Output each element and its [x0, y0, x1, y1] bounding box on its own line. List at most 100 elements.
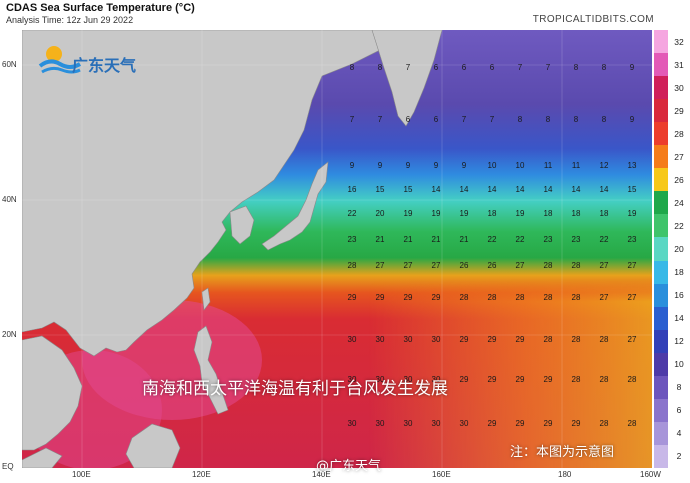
sst-value: 22	[600, 235, 609, 244]
colorbar-label: 29	[674, 105, 684, 116]
sst-value: 29	[516, 375, 525, 384]
colorbar-label: 28	[674, 128, 684, 139]
colorbar-segment	[654, 168, 668, 192]
sst-value: 23	[572, 235, 581, 244]
sst-value: 19	[460, 209, 469, 218]
sst-value: 27	[600, 293, 609, 302]
colorbar-label: 2	[676, 451, 682, 462]
colorbar-segment	[654, 283, 668, 308]
colorbar-label: 31	[674, 59, 684, 70]
sst-value: 29	[488, 375, 497, 384]
sst-value: 7	[518, 63, 523, 72]
sst-value: 14	[488, 185, 497, 194]
sst-value: 19	[404, 209, 413, 218]
sst-value: 28	[488, 293, 497, 302]
colorbar-segment	[654, 237, 668, 262]
sst-value: 9	[434, 161, 439, 170]
sst-value: 16	[348, 185, 357, 194]
sst-value: 29	[432, 293, 441, 302]
colorbar-segment	[654, 214, 668, 238]
sst-value: 14	[600, 185, 609, 194]
sst-value: 18	[544, 209, 553, 218]
sst-value: 28	[600, 335, 609, 344]
sst-value: 20	[376, 209, 385, 218]
sst-value: 27	[628, 293, 637, 302]
sst-value-labels: 8 8 7 6 6 6 7 7 8 8 9 7 7 6 6 7 7 8 8 8 8 9 9 9 9 9 9 10 10 11 11 12 13 1…	[348, 63, 637, 428]
sst-value: 9	[350, 161, 355, 170]
sst-value: 27	[404, 261, 413, 270]
sst-value: 7	[490, 115, 495, 124]
colorbar-label: 6	[676, 405, 682, 416]
korean-peninsula	[229, 205, 255, 245]
sst-value: 19	[516, 209, 525, 218]
indochina-coast	[22, 335, 83, 451]
sst-value: 15	[628, 185, 637, 194]
sst-value: 27	[376, 261, 385, 270]
sst-value: 15	[376, 185, 385, 194]
sst-value: 10	[516, 161, 525, 170]
graticule	[22, 30, 652, 468]
sst-value: 30	[432, 419, 441, 428]
wave-icon	[38, 59, 82, 69]
weibo-watermark: @广东天气	[316, 459, 382, 474]
analysis-time: Analysis Time: 12z Jun 29 2022	[6, 15, 134, 25]
sst-value: 27	[516, 261, 525, 270]
colorbar-label: 27	[674, 151, 684, 162]
colorbar-segment	[654, 76, 668, 100]
colorbar-segment	[654, 191, 668, 215]
sun-icon	[46, 46, 62, 62]
colorbar-segment	[654, 375, 668, 400]
sst-value: 14	[572, 185, 581, 194]
sst-value: 26	[488, 261, 497, 270]
lon-label-160w: 160W	[640, 470, 661, 479]
lon-label-160e: 160E	[432, 470, 451, 479]
sst-value: 30	[432, 375, 441, 384]
sst-value: 30	[376, 419, 385, 428]
sst-value: 14	[544, 185, 553, 194]
colorbar	[654, 30, 668, 469]
sst-value: 27	[628, 335, 637, 344]
sst-value: 28	[600, 375, 609, 384]
colorbar-label: 24	[674, 197, 684, 208]
sst-value: 19	[432, 209, 441, 218]
sst-value: 29	[544, 419, 553, 428]
sst-value: 7	[378, 115, 383, 124]
colorbar-segment	[654, 398, 668, 423]
sst-value: 6	[434, 63, 439, 72]
sst-value: 19	[628, 209, 637, 218]
sst-value: 22	[348, 209, 357, 218]
lon-label-100e: 100E	[72, 470, 91, 479]
sst-value: 29	[376, 293, 385, 302]
source-credit: TROPICALTIDBITS.COM	[532, 14, 654, 25]
colorbar-segment	[654, 30, 668, 54]
colorbar-label: 32	[674, 36, 684, 47]
colorbar-label: 22	[674, 220, 684, 231]
sst-value: 30	[404, 419, 413, 428]
sst-value: 8	[546, 115, 551, 124]
sst-value: 14	[432, 185, 441, 194]
lat-label-20n: 20N	[2, 330, 17, 339]
sst-value: 7	[406, 63, 411, 72]
lat-label-eq: EQ	[2, 462, 14, 471]
sst-value: 12	[600, 161, 609, 170]
sst-value: 6	[434, 115, 439, 124]
sst-value: 9	[406, 161, 411, 170]
kamchatka-peninsula	[371, 30, 443, 127]
sst-value: 28	[348, 261, 357, 270]
sst-value: 28	[544, 293, 553, 302]
sst-value: 30	[376, 335, 385, 344]
japan-islands	[261, 161, 329, 251]
sst-value: 8	[574, 115, 579, 124]
sst-value: 22	[488, 235, 497, 244]
sst-value: 18	[572, 209, 581, 218]
sst-value: 8	[350, 63, 355, 72]
sst-value: 7	[462, 115, 467, 124]
sst-value: 8	[602, 115, 607, 124]
sst-value: 28	[544, 261, 553, 270]
colorbar-segment	[654, 352, 668, 377]
sst-value: 27	[432, 261, 441, 270]
colorbar-label: 20	[674, 244, 684, 254]
colorbar-label: 10	[674, 359, 684, 370]
sst-value: 29	[488, 419, 497, 428]
sst-value: 28	[572, 293, 581, 302]
